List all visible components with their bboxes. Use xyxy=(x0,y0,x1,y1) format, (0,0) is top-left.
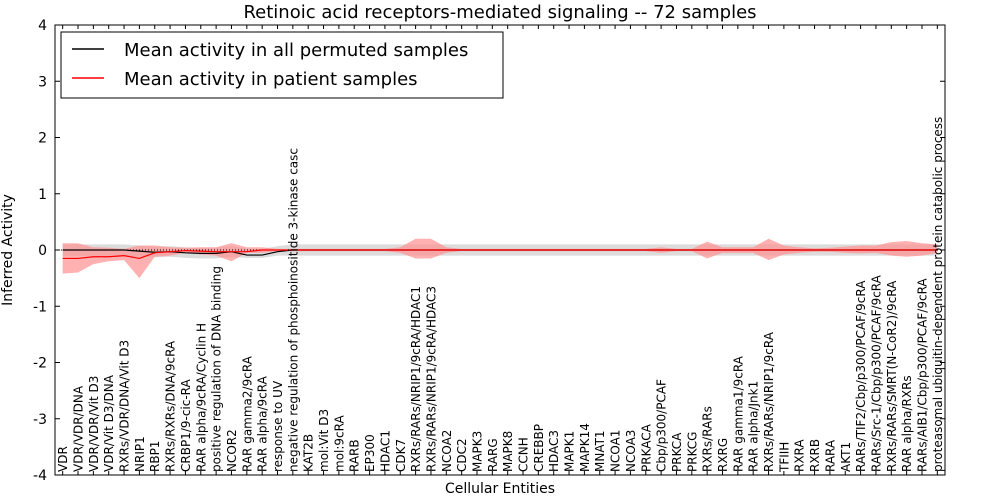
y-tick-label: 3 xyxy=(38,74,47,90)
category-label: CCNH xyxy=(517,437,531,472)
category-label: RAR alpha/Jnk1 xyxy=(747,381,761,472)
category-label: RXRs/RARs/NRIP1/9cRA xyxy=(762,331,776,472)
series-lines xyxy=(62,249,938,260)
category-label: Cbp/p300/PCAF xyxy=(655,379,669,472)
category-label: RXRA xyxy=(793,439,807,472)
category-label: mol:9cRA xyxy=(332,415,346,472)
category-label: VDR/Vit D3/DNA xyxy=(102,374,116,472)
category-label: MAPK3 xyxy=(470,431,484,472)
category-label: KAT2B xyxy=(302,434,316,472)
category-label: RAR alpha/9cRA xyxy=(256,375,270,472)
category-label: NRIP1 xyxy=(133,436,147,472)
category-label: TFIIH xyxy=(777,442,791,473)
y-tick-label: 4 xyxy=(38,18,47,34)
category-label: positive regulation of DNA binding xyxy=(210,266,224,472)
y-tick-label: 0 xyxy=(38,243,47,259)
category-label: PRKACA xyxy=(639,423,653,472)
chart-title: Retinoic acid receptors-mediated signali… xyxy=(243,2,756,23)
category-label: RBP1 xyxy=(148,441,162,472)
category-label: RXRs/VDR/DNA/Vit D3 xyxy=(118,340,132,472)
legend-box xyxy=(60,31,504,99)
category-label: RARs/TIF2/Cbp/p300/PCAF/9cRA xyxy=(854,280,868,472)
category-label: CRBP1/9-cic-RA xyxy=(179,378,193,472)
category-label: RARB xyxy=(348,439,362,472)
x-axis-label: Cellular Entities xyxy=(445,481,555,497)
category-label: RARs/Src-1/Cbp/p300/PCAF/9cRA xyxy=(869,274,883,472)
legend-label-patient: Mean activity in patient samples xyxy=(124,69,418,90)
category-label: MAPK8 xyxy=(501,431,515,472)
y-tick-label: -4 xyxy=(33,468,47,484)
category-label: AKT1 xyxy=(839,442,853,472)
band-patient xyxy=(62,238,938,279)
legend: Mean activity in all permuted samples Me… xyxy=(60,31,504,99)
category-label: RAR gamma1/9cRA xyxy=(731,355,745,472)
category-label: NCOA1 xyxy=(609,430,623,472)
category-label: RXRs/RARs/NRIP1/9cRA/HDAC1 xyxy=(409,286,423,472)
category-label: RXRs/RARs xyxy=(701,406,715,472)
category-label: VDR/VDR/Vit D3 xyxy=(87,376,101,472)
category-label: CREBBP xyxy=(532,424,546,472)
category-label: VDR xyxy=(56,446,70,472)
category-label: RXRs/RARs/SMRT(N-CoR2)/9cRA xyxy=(885,280,899,472)
y-tick-label: -2 xyxy=(33,356,47,372)
category-label: mol:Vit D3 xyxy=(317,409,331,472)
category-label: EP300 xyxy=(363,434,377,472)
category-label: RAR alpha/RXRs xyxy=(900,375,914,472)
category-labels: VDR VDR/VDR/DNA VDR/VDR/Vit D3 VDR/Vit D3/D… xyxy=(56,117,945,473)
y-tick-label: -1 xyxy=(33,299,47,315)
category-label: proteasomal ubiquitin-dependent protein … xyxy=(931,117,945,472)
y-tick-label: 2 xyxy=(38,131,47,147)
confidence-bands xyxy=(55,238,945,279)
category-label: RAR gamma2/9cRA xyxy=(240,355,254,472)
category-label: RARs/AIB1/Cbp/p300/PCAF/9cRA xyxy=(915,278,929,472)
y-axis-label: Inferred Activity xyxy=(0,194,16,306)
category-label: CDK7 xyxy=(394,439,408,472)
line-patient xyxy=(62,249,938,260)
category-label: MAPK14 xyxy=(578,423,592,472)
category-label: RXRs/RXRs/DNA/9cRA xyxy=(164,340,178,472)
category-label: RARA xyxy=(823,439,837,472)
category-label: MAPK1 xyxy=(563,431,577,472)
category-label: HDAC1 xyxy=(378,430,392,472)
category-label: NCOA2 xyxy=(440,430,454,472)
y-tick-label: 1 xyxy=(38,187,47,203)
category-label: PRKCA xyxy=(670,432,684,472)
category-label: CDC2 xyxy=(455,438,469,472)
legend-label-permuted: Mean activity in all permuted samples xyxy=(124,40,468,61)
category-label: HDAC3 xyxy=(547,430,561,472)
category-label: VDR/VDR/DNA xyxy=(72,385,86,472)
y-tick-label: -3 xyxy=(33,412,47,428)
category-label: RXRB xyxy=(808,439,822,472)
category-label: RXRs/RARs/NRIP1/9cRA/HDAC3 xyxy=(424,286,438,472)
category-label: MNAT1 xyxy=(593,430,607,472)
category-label: NCOR2 xyxy=(225,429,239,472)
category-label: NCOA3 xyxy=(624,430,638,472)
category-label: RXRG xyxy=(716,438,730,472)
x-axis-ticks xyxy=(62,25,938,475)
category-label: PRKCG xyxy=(685,432,699,472)
category-label: RAR alpha/9cRA/Cyclin H xyxy=(194,323,208,472)
category-label: response to UV xyxy=(271,380,285,472)
y-axis-ticks: -4 -3 -2 -1 0 1 2 3 4 xyxy=(33,18,945,484)
category-label: negative regulation of phosphoinositide … xyxy=(286,148,300,472)
category-label: RARG xyxy=(486,438,500,472)
